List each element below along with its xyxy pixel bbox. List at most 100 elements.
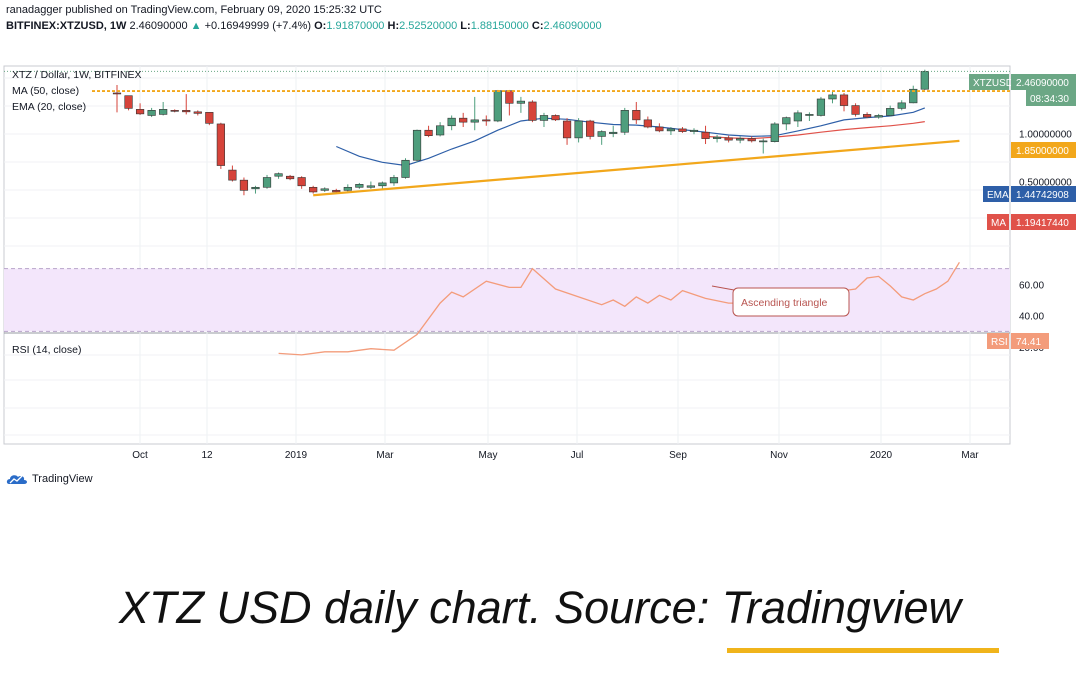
candle [389,174,399,186]
candle [355,182,364,189]
candle-body [401,159,410,178]
ema-legend: EMA (20, close) [12,101,86,113]
candle [897,100,906,111]
candle-body [297,177,306,187]
candle [574,118,583,143]
candle-body [170,110,179,112]
tradingview-label: TradingView [32,473,93,485]
candle-body [505,90,514,104]
price-tick-label: 1.00000000 [1019,130,1072,141]
candle [539,112,549,128]
candle-body [159,109,168,115]
price-change: +0.16949999 (+7.4%) [204,20,312,32]
candle-body [609,131,618,134]
time-tick-label: 2020 [870,450,893,461]
chart-grid [3,65,1011,445]
candle-body [251,186,260,190]
time-tick-label: Nov [770,450,788,461]
candle-body [586,120,595,137]
candle-body [355,184,364,188]
chart-title: XTZ / Dollar, 1W, BITFINEX [12,69,142,81]
candle-body [389,177,399,184]
candle [805,112,814,121]
candle [216,122,225,169]
candle [228,165,237,182]
candle [401,158,410,179]
candle-body [182,110,191,113]
candle-body [724,137,733,141]
candle-body [701,131,710,139]
candle [562,118,572,145]
chart-frame [3,65,1011,445]
candle-body [193,111,202,114]
candle-body [620,110,629,133]
candle-body [482,119,491,122]
candle [609,125,618,138]
candle-body [643,119,652,128]
candle [309,185,318,194]
countdown-tag: 08:34:30 [1030,94,1069,105]
time-tick-label: Mar [376,450,394,461]
candle-body [147,110,156,116]
candle [909,85,918,104]
rsi-tick-label: 60.00 [1019,280,1044,291]
candle [159,101,168,116]
candle [343,184,352,192]
candle-body [436,125,445,136]
ma-legend: MA (50, close) [12,85,79,97]
candle-body [793,112,802,122]
price-tag: 2.46090000 [1016,78,1069,89]
tradingview-cloud-icon [6,475,28,484]
candle [493,89,502,123]
price-chart[interactable]: 2.000000001.000000000.5000000060.0040.00… [0,60,1080,470]
candle-body [459,117,468,123]
candle-body [493,90,502,122]
price-change-up-icon: ▲ [190,20,202,32]
candle-body [759,140,768,143]
time-tick-label: Mar [961,450,979,461]
candle [436,122,445,137]
candle-body [205,112,214,124]
time-tick-label: Jul [571,450,584,461]
candle-body [366,185,375,188]
close-label: C: [531,20,544,32]
candle [666,127,676,135]
candle [712,134,722,143]
last-price: 2.46090000 [129,20,188,32]
candle-body [851,105,860,115]
candle [297,176,306,189]
time-tick-label: 2019 [285,450,308,461]
tradingview-logo[interactable]: TradingView [6,473,93,485]
candle [274,172,283,179]
candle-body [539,115,549,121]
candle [378,181,387,189]
candle [816,96,826,117]
candle-body [897,102,906,109]
candles [112,69,929,196]
ohlc-header: BITFINEX:XTZUSD, 1W 2.46090000 ▲ +0.1694… [6,20,602,32]
candle [655,123,664,133]
candle [874,113,883,119]
ascending-trendline [313,139,960,197]
candle [366,181,375,189]
candle [470,96,479,131]
figure-caption: XTZ USD daily chart. Source: Tradingview [119,582,961,633]
candle [747,136,756,143]
candle-body [839,94,849,106]
annotation-text: Ascending triangle [741,297,828,309]
candle [112,84,122,113]
candle-body [747,138,756,142]
candle-body [112,92,122,95]
candle [447,115,456,131]
price-tags: XTZUSD 2.46090000 08:34:30 1.85000000 EM… [969,74,1076,349]
candle [320,187,329,192]
candle [759,138,768,154]
rsi-tick-label: 40.00 [1019,312,1044,323]
ema-line [336,107,926,167]
price-tick-label: 0.50000000 [1019,178,1072,189]
candle [170,109,179,113]
candle-body [909,88,918,104]
candle-body [285,175,295,180]
candle-body [470,119,479,123]
candle [459,112,468,128]
